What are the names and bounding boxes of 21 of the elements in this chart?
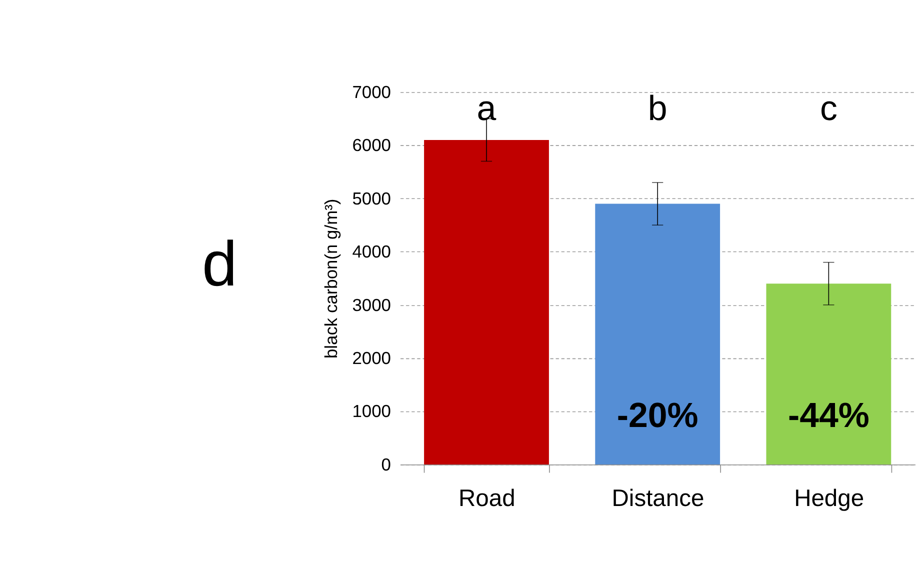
bar bbox=[766, 284, 892, 464]
annotation: c bbox=[820, 88, 838, 128]
y-tick-label: 0 bbox=[381, 454, 392, 474]
text: d bbox=[202, 229, 238, 300]
annotation: -20% bbox=[616, 396, 698, 436]
y-tick-label: 5000 bbox=[352, 188, 392, 208]
y-tick-label: 4000 bbox=[352, 242, 392, 262]
bar bbox=[424, 140, 549, 464]
annotation: a bbox=[476, 88, 497, 128]
annotation: -44% bbox=[788, 396, 870, 436]
y-tick-label: 7000 bbox=[352, 82, 392, 102]
bar bbox=[595, 204, 720, 464]
y-tick-label: 3000 bbox=[352, 294, 392, 315]
y-axis-title: black carbon(n g/m³) bbox=[321, 198, 342, 359]
y-tick-label: 1000 bbox=[352, 401, 392, 422]
y-tick-label: 2000 bbox=[352, 348, 392, 368]
annotation: b bbox=[648, 88, 668, 128]
y-tick-label: 6000 bbox=[352, 135, 392, 156]
x-tick-label: Distance bbox=[612, 485, 704, 512]
x-tick-label: Road bbox=[458, 485, 516, 512]
x-tick-label: Hedge bbox=[794, 485, 864, 512]
